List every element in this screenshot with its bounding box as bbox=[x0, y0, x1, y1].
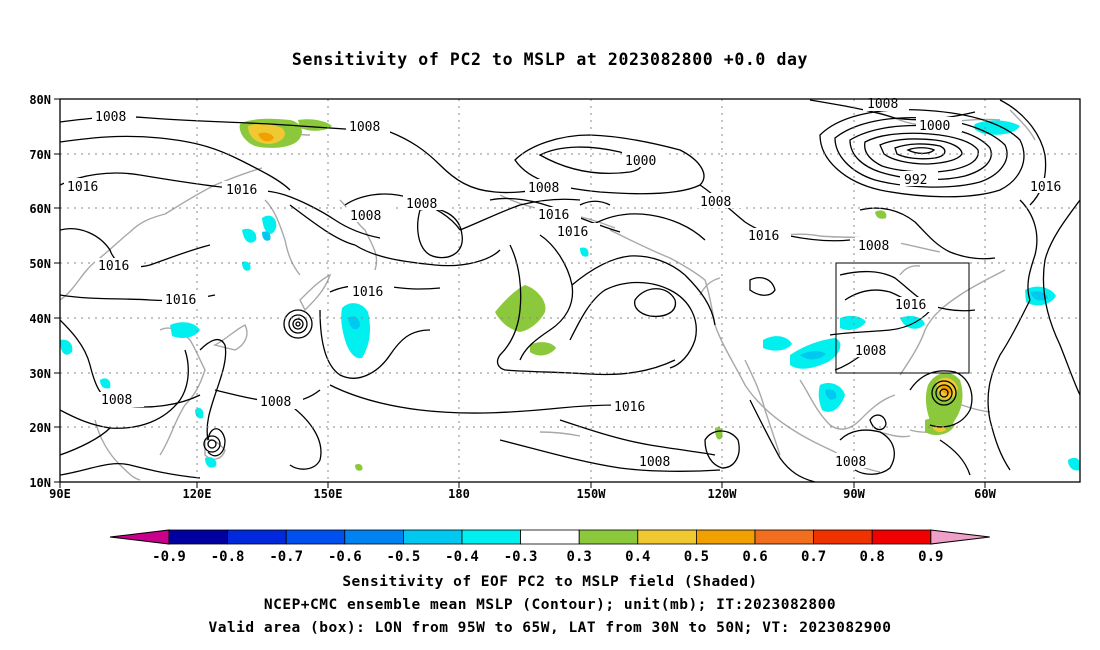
contour-label-1000-b: 1000 bbox=[919, 119, 950, 134]
colorbar-labels: -0.9 -0.8 -0.7 -0.6 -0.5 -0.4 -0.3 0.3 0.4 0.5 0.6… bbox=[152, 549, 943, 565]
colorbar-swatch bbox=[227, 529, 287, 545]
contour-label-1008-h: 1008 bbox=[858, 239, 889, 254]
colorbar-label: -0.4 bbox=[445, 549, 479, 565]
contour-label-992: 992 bbox=[904, 173, 927, 188]
colorbar-label: 0.3 bbox=[567, 549, 592, 565]
valid-area-box bbox=[835, 262, 970, 374]
contour-label-1008-f: 1008 bbox=[406, 197, 437, 212]
colorbar-label: 0.9 bbox=[918, 549, 943, 565]
colorbar-label: -0.3 bbox=[504, 549, 538, 565]
colorbar-swatch bbox=[344, 529, 404, 545]
colorbar bbox=[109, 529, 990, 545]
contour-label-1000-a: 1000 bbox=[625, 154, 656, 169]
contour-label-1016-d: 1016 bbox=[557, 225, 588, 240]
colorbar-label: 0.6 bbox=[742, 549, 767, 565]
contour-label-1008-b: 1008 bbox=[349, 120, 380, 135]
colorbar-label: 0.7 bbox=[801, 549, 826, 565]
contour-label-1008-d: 1008 bbox=[528, 181, 559, 196]
lon-tick-120e: 120E bbox=[183, 487, 212, 501]
tick-marks bbox=[54, 98, 986, 488]
lat-tick-20n: 20N bbox=[29, 421, 51, 435]
sensitivity-shading bbox=[60, 118, 1080, 471]
lon-tick-120w: 120W bbox=[708, 487, 738, 501]
lat-tick-50n: 50N bbox=[29, 257, 51, 271]
plot-frame bbox=[59, 98, 1081, 483]
lat-tick-10n: 10N bbox=[29, 476, 51, 490]
colorbar-label: 0.8 bbox=[860, 549, 885, 565]
caption-shading: Sensitivity of EOF PC2 to MSLP field (Sh… bbox=[342, 574, 758, 590]
contour-label-1016-e: 1016 bbox=[748, 229, 779, 244]
contour-label-1008-g: 1008 bbox=[700, 195, 731, 210]
colorbar-swatch bbox=[168, 529, 228, 545]
colorbar-label: -0.5 bbox=[387, 549, 421, 565]
colorbar-label: -0.7 bbox=[269, 549, 303, 565]
colorbar-label: 0.5 bbox=[684, 549, 709, 565]
contour-label-group: 1008 1008 1008 1008 1000 1000 992 1016 1… bbox=[64, 96, 1073, 470]
contour-label-1016-j: 1016 bbox=[895, 298, 926, 313]
contour-label-1016-k: 1016 bbox=[614, 400, 645, 415]
contour-label-1016-c: 1016 bbox=[538, 208, 569, 223]
caption-contour: NCEP+CMC ensemble mean MSLP (Contour); u… bbox=[263, 597, 837, 613]
contour-label-1008-i: 1008 bbox=[855, 344, 886, 359]
colorbar-swatch bbox=[813, 529, 873, 545]
lon-tick-150e: 150E bbox=[314, 487, 343, 501]
colorbar-swatch bbox=[285, 529, 346, 545]
colorbar-label: -0.9 bbox=[152, 549, 186, 565]
gridlines bbox=[60, 99, 1080, 482]
colorbar-swatch bbox=[461, 529, 521, 545]
contour-label-1008-j: 1008 bbox=[101, 393, 132, 408]
colorbar-swatch bbox=[754, 529, 814, 545]
colorbar-label: -0.6 bbox=[328, 549, 362, 565]
lat-tick-labels: 80N 70N 60N 50N 40N 30N 20N 10N bbox=[29, 93, 51, 490]
lon-tick-180: 180 bbox=[448, 487, 470, 501]
colorbar-high-triangle bbox=[930, 529, 990, 545]
colorbar-swatch bbox=[520, 529, 580, 545]
colorbar-swatch bbox=[402, 529, 463, 545]
lat-tick-70n: 70N bbox=[29, 148, 51, 162]
colorbar-label: -0.8 bbox=[211, 549, 245, 565]
lat-tick-40n: 40N bbox=[29, 312, 51, 326]
caption-valid-area: Valid area (box): LON from 95W to 65W, L… bbox=[208, 620, 892, 636]
contour-label-1016-g: 1016 bbox=[98, 259, 129, 274]
lon-tick-60w: 60W bbox=[974, 487, 996, 501]
colorbar-swatch bbox=[871, 529, 932, 545]
lon-tick-90e: 90E bbox=[49, 487, 71, 501]
map-title: Sensitivity of PC2 to MSLP at 2023082800… bbox=[291, 50, 809, 69]
colorbar-swatch bbox=[696, 529, 756, 545]
lon-tick-150w: 150W bbox=[577, 487, 607, 501]
colorbar-label: 0.4 bbox=[625, 549, 650, 565]
colorbar-swatch bbox=[637, 529, 697, 545]
contour-label-1008-a: 1008 bbox=[95, 110, 126, 125]
contour-label-1008-e: 1008 bbox=[350, 209, 381, 224]
lon-tick-90w: 90W bbox=[843, 487, 865, 501]
colorbar-low-triangle bbox=[109, 529, 170, 545]
contour-label-1008-m: 1008 bbox=[835, 455, 866, 470]
contour-label-1016-f: 1016 bbox=[1030, 180, 1061, 195]
contour-label-1016-a: 1016 bbox=[67, 180, 98, 195]
contour-label-1008-l: 1008 bbox=[639, 455, 670, 470]
colorbar-swatch bbox=[578, 529, 639, 545]
contour-label-1016-i: 1016 bbox=[352, 285, 383, 300]
contour-label-1008-k: 1008 bbox=[260, 395, 291, 410]
lon-tick-labels: 90E 120E 150E 180 150W 120W 90W 60W bbox=[49, 487, 996, 501]
lat-tick-30n: 30N bbox=[29, 367, 51, 381]
lat-tick-80n: 80N bbox=[29, 93, 51, 107]
contour-label-1016-h: 1016 bbox=[165, 293, 196, 308]
lat-tick-60n: 60N bbox=[29, 202, 51, 216]
contour-label-1008-c: 1008 bbox=[867, 97, 898, 112]
contour-label-1016-b: 1016 bbox=[226, 183, 257, 198]
